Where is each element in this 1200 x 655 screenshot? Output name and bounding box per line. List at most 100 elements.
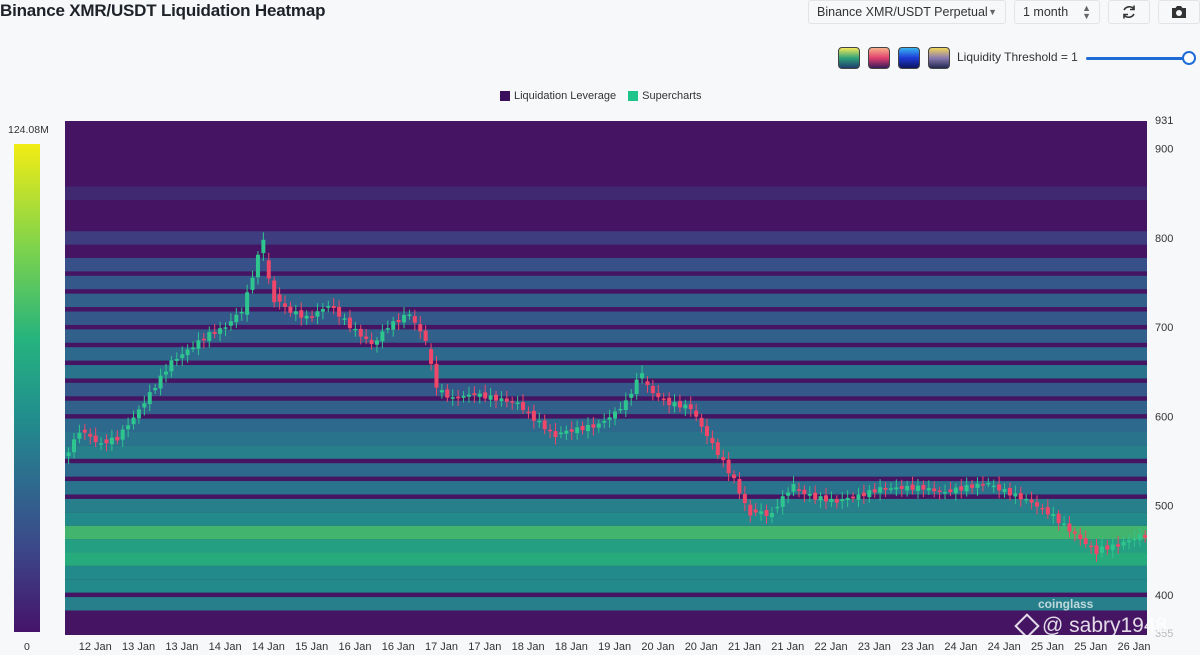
candlestick xyxy=(915,478,920,499)
candlestick xyxy=(153,384,158,395)
candlestick xyxy=(834,495,839,509)
candlestick xyxy=(493,390,498,409)
candlestick xyxy=(602,413,607,429)
candlestick xyxy=(174,352,179,366)
candlestick xyxy=(499,391,504,407)
liquidity-band xyxy=(65,231,1147,245)
candlestick xyxy=(299,302,304,326)
candlestick xyxy=(223,322,228,337)
y-tick-label: 600 xyxy=(1155,411,1173,423)
candlestick xyxy=(1094,538,1099,562)
candlestick xyxy=(661,392,666,406)
candlestick xyxy=(239,307,244,321)
candlestick xyxy=(310,310,315,322)
candlestick xyxy=(1013,485,1018,505)
x-tick-label: 25 Jan xyxy=(1031,641,1064,653)
candlestick xyxy=(136,405,141,424)
candlestick xyxy=(991,479,996,493)
candlestick xyxy=(759,503,764,521)
liquidity-band xyxy=(65,579,1147,593)
candlestick xyxy=(596,419,601,433)
theme-swatch-3[interactable] xyxy=(898,47,920,69)
candlestick xyxy=(537,412,542,428)
candlestick xyxy=(1143,530,1147,543)
candlestick xyxy=(980,476,985,492)
candlestick xyxy=(104,434,109,452)
candlestick xyxy=(201,332,206,349)
threshold-slider[interactable] xyxy=(1086,57,1190,60)
candlestick xyxy=(1132,530,1137,547)
candlestick xyxy=(894,479,899,497)
pair-select[interactable]: Binance XMR/USDT Perpetual ▼ xyxy=(808,0,1006,24)
candlestick xyxy=(1121,535,1126,550)
candlestick xyxy=(191,341,196,353)
x-tick-label: 17 Jan xyxy=(425,641,458,653)
candlestick xyxy=(250,270,255,294)
candlestick xyxy=(780,490,785,515)
candlestick xyxy=(515,395,520,411)
candlestick xyxy=(1062,516,1067,530)
screenshot-button[interactable] xyxy=(1158,0,1200,24)
candlestick xyxy=(163,363,168,383)
candlestick xyxy=(542,414,547,435)
candlestick xyxy=(158,368,163,396)
candlestick xyxy=(72,432,77,459)
candlestick xyxy=(429,343,434,371)
candlestick xyxy=(1040,503,1045,515)
liquidity-band xyxy=(65,365,1147,379)
candlestick xyxy=(412,309,417,331)
candlestick xyxy=(548,424,553,439)
candlestick xyxy=(185,344,190,363)
y-tick-label: 800 xyxy=(1155,233,1173,245)
camera-icon xyxy=(1172,6,1186,18)
candlestick xyxy=(775,498,780,513)
candlestick xyxy=(234,307,239,329)
candlestick xyxy=(245,284,250,322)
theme-swatch-1[interactable] xyxy=(838,47,860,69)
candlestick xyxy=(266,252,271,285)
x-tick-label: 24 Jan xyxy=(988,641,1021,653)
liquidity-band xyxy=(65,275,1147,290)
candlestick xyxy=(656,384,661,402)
liquidity-band xyxy=(65,512,1147,526)
candlestick xyxy=(883,482,888,498)
candlestick xyxy=(1067,515,1072,538)
legend-item-liquidation[interactable]: Liquidation Leverage xyxy=(500,90,616,102)
threshold-slider-handle[interactable] xyxy=(1182,51,1196,65)
candlestick xyxy=(207,326,212,348)
theme-swatch-2[interactable] xyxy=(868,47,890,69)
theme-swatch-4[interactable] xyxy=(928,47,950,69)
chart-legend: Liquidation Leverage Supercharts xyxy=(500,90,701,102)
x-tick-label: 17 Jan xyxy=(468,641,501,653)
candlestick xyxy=(358,324,363,345)
watermark: @ sabry1948 xyxy=(1014,613,1167,639)
candlestick xyxy=(650,379,655,401)
candlestick xyxy=(466,386,471,403)
x-tick-label: 24 Jan xyxy=(944,641,977,653)
candlestick xyxy=(1029,491,1034,510)
period-select[interactable]: 1 month ▲ ▼ xyxy=(1014,0,1100,24)
refresh-button[interactable] xyxy=(1108,0,1150,24)
candlestick xyxy=(667,392,672,414)
candlestick xyxy=(504,390,509,408)
colorbar-max-label: 124.08M xyxy=(8,124,49,136)
candlestick xyxy=(607,409,612,428)
candlestick xyxy=(861,484,866,505)
x-tick-label: 16 Jan xyxy=(382,641,415,653)
x-tick-label: 18 Jan xyxy=(512,641,545,653)
candlestick xyxy=(461,391,466,403)
candlestick xyxy=(521,394,526,414)
candlestick xyxy=(472,386,477,404)
candlestick xyxy=(131,410,136,430)
legend-item-supercharts[interactable]: Supercharts xyxy=(628,90,701,102)
candlestick xyxy=(1126,534,1131,550)
candlestick xyxy=(272,276,277,308)
candlestick xyxy=(380,324,385,349)
candlestick xyxy=(115,430,120,445)
legend-label: Liquidation Leverage xyxy=(514,90,617,102)
candlestick xyxy=(629,389,634,406)
candlestick xyxy=(699,413,704,433)
liquidity-band xyxy=(65,525,1147,540)
coinglass-logo: coinglass xyxy=(1038,597,1094,611)
candlestick xyxy=(721,449,726,468)
